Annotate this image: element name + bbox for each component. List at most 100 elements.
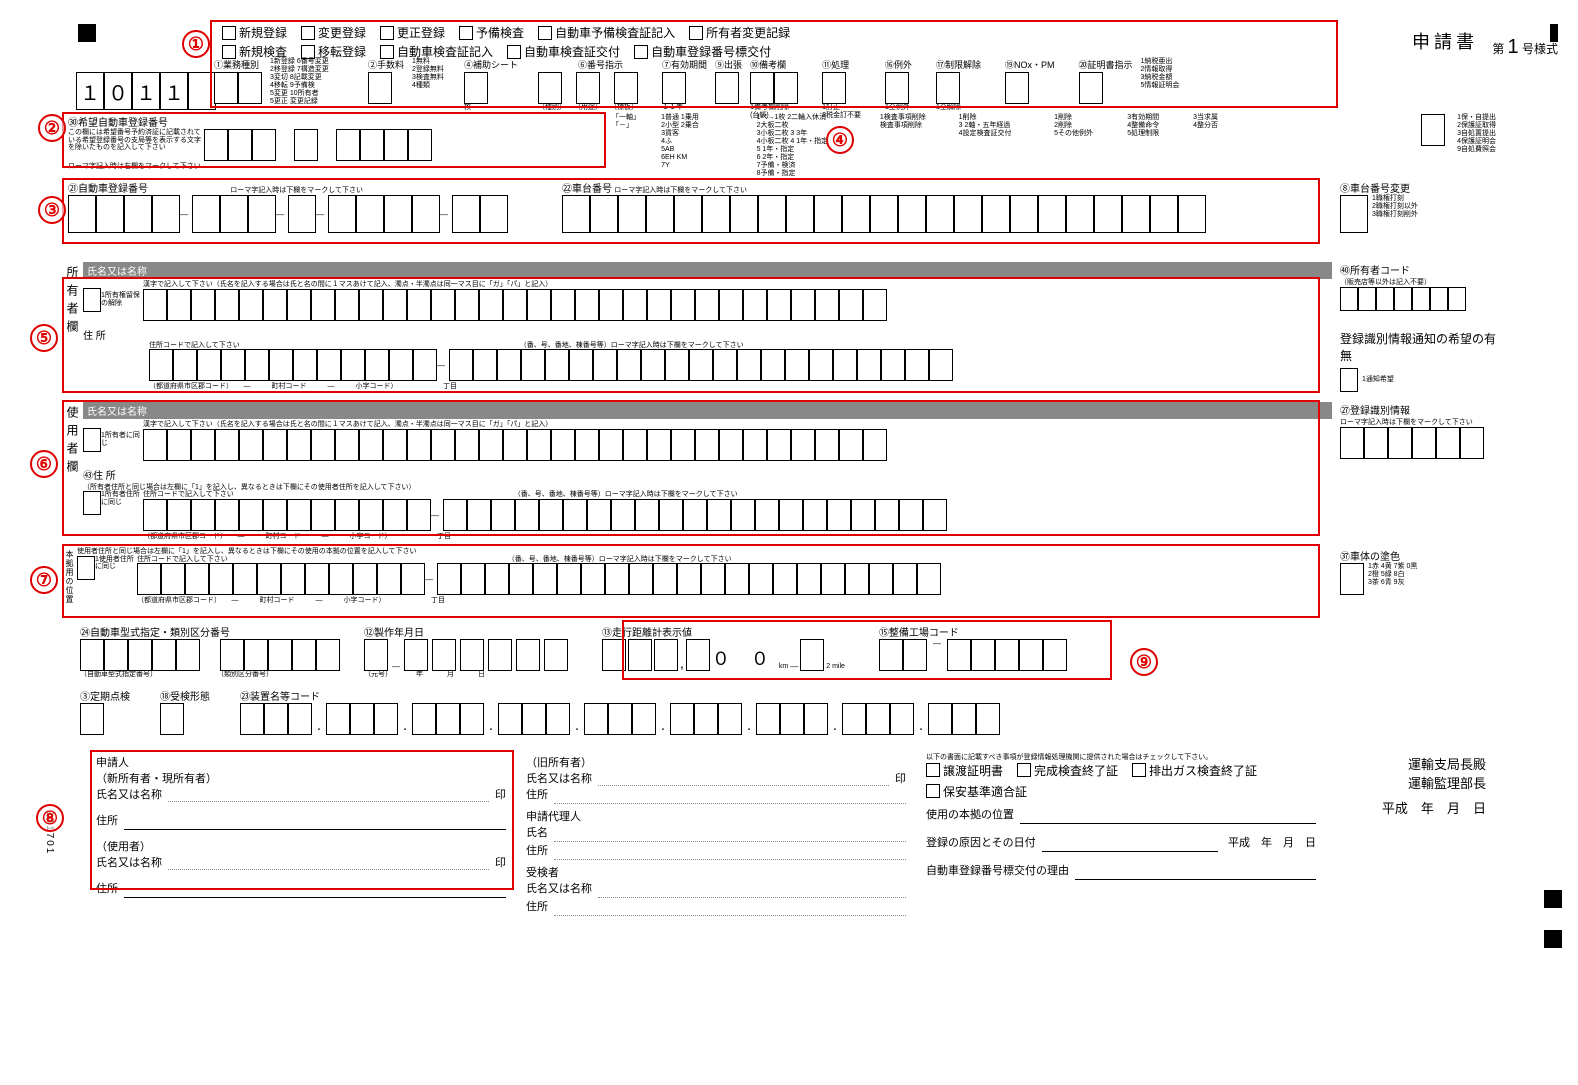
input-box[interactable] (488, 639, 512, 671)
input-box[interactable] (160, 703, 184, 735)
marker-2: ② (38, 114, 66, 142)
input-box[interactable] (176, 639, 200, 671)
label-katashiki: ㉔自動車型式指定・類別区分番号 (80, 624, 340, 639)
input-box[interactable] (1388, 427, 1412, 459)
mid-notes: 「一軸」「－」 1普通 1乗用2小型 2乗合3貨客4ふ5AB6EH KM7Y 1… (612, 114, 1522, 178)
input-box[interactable] (1340, 287, 1358, 311)
input-box[interactable] (546, 703, 570, 735)
input-box[interactable] (756, 703, 780, 735)
sig-line[interactable] (598, 770, 889, 786)
input-box[interactable] (404, 639, 428, 671)
input-box[interactable] (842, 703, 866, 735)
redbox-8 (90, 750, 514, 890)
input-box[interactable] (288, 703, 312, 735)
mid-col-1: 「一軸」「－」 (612, 114, 649, 130)
input-box[interactable] (952, 703, 976, 735)
input-box[interactable] (350, 703, 374, 735)
field-color: ㊲車体の塗色 1赤 4黄 7紫 0黒2橙 5緑 8白3茶 6青 9灰 (1340, 548, 1417, 595)
input-box[interactable] (1340, 195, 1368, 233)
crop-mark-tl (78, 24, 96, 42)
input-box[interactable] (1460, 427, 1484, 459)
redbox-2 (62, 112, 606, 168)
sb-kshimei: 氏名又は名称 (526, 770, 592, 786)
sig-line[interactable] (1075, 864, 1316, 880)
input-box[interactable] (1430, 287, 1448, 311)
input-box[interactable] (374, 703, 398, 735)
input-box[interactable] (608, 703, 632, 735)
field-katashiki: ㉔自動車型式指定・類別区分番号 （自動車型式指定番号）（類別区分番号） (80, 624, 340, 679)
input-box[interactable] (544, 639, 568, 671)
sig-line[interactable] (554, 844, 906, 860)
marker-8: ⑧ (36, 804, 64, 832)
input-box[interactable] (1340, 427, 1364, 459)
sig-line[interactable] (554, 788, 906, 804)
input-box[interactable] (694, 703, 718, 735)
input-box[interactable] (80, 639, 104, 671)
checkbox[interactable]: 譲渡証明書 (926, 762, 1003, 779)
input-box[interactable] (498, 703, 522, 735)
input-box[interactable] (1436, 427, 1460, 459)
redbox-1 (210, 20, 1338, 108)
n-s2: 月 (447, 671, 454, 679)
input-box[interactable] (584, 703, 608, 735)
input-box[interactable] (264, 703, 288, 735)
input-box[interactable] (80, 703, 104, 735)
input-box[interactable] (412, 703, 436, 735)
crop-mark-br1 (1544, 890, 1562, 908)
field-owner-code: ㊵所有者コード （販売店等以外は記入不要） (1340, 262, 1466, 311)
input-box[interactable] (976, 703, 1000, 735)
input-box[interactable] (244, 639, 268, 671)
checkbox[interactable]: 完成検査終了証 (1017, 762, 1118, 779)
input-box[interactable] (1358, 287, 1376, 311)
input-box[interactable] (522, 703, 546, 735)
sig-line[interactable] (1042, 836, 1218, 852)
input-box[interactable] (1340, 368, 1358, 392)
input-box[interactable] (718, 703, 742, 735)
input-box[interactable] (104, 639, 128, 671)
input-box[interactable] (152, 639, 176, 671)
input-box[interactable] (240, 703, 264, 735)
label-souchi: ㉓装置名等コード (240, 688, 1000, 703)
notes-chassis-change: 1職権打刻2職権打刻以外3職権打刻削外 (1372, 195, 1418, 219)
checkbox[interactable]: 保安基準適合証 (926, 783, 1027, 800)
input-box[interactable] (804, 703, 828, 735)
input-box[interactable] (780, 703, 804, 735)
input-box[interactable] (432, 639, 456, 671)
sig-line[interactable] (554, 826, 906, 842)
sig-line[interactable] (598, 882, 906, 898)
note-tsuchi-opt: 1通知希望 (1362, 376, 1394, 384)
input-box[interactable] (364, 639, 388, 671)
input-box[interactable] (326, 703, 350, 735)
input-box[interactable] (866, 703, 890, 735)
docs-checkboxes: 譲渡証明書完成検査終了証排出ガス検査終了証保安基準適合証 (926, 762, 1316, 800)
input-box[interactable] (1412, 287, 1430, 311)
input-box[interactable] (316, 639, 340, 671)
field-toroku-shikibetsu: ㉗登録識別情報 ローマ字記入時は下欄をマークして下さい (1340, 402, 1484, 459)
input-box[interactable] (516, 639, 540, 671)
sb-unyu1: 運輸支局長殿 (1326, 754, 1486, 773)
input-box[interactable] (1412, 427, 1436, 459)
input-box[interactable] (670, 703, 694, 735)
input-box[interactable] (1340, 563, 1364, 595)
input-box[interactable] (1448, 287, 1466, 311)
sig-line[interactable] (1020, 808, 1316, 824)
redbox-5 (62, 277, 1320, 393)
sig-line[interactable] (554, 900, 906, 916)
input-box[interactable] (268, 639, 292, 671)
input-box[interactable] (460, 639, 484, 671)
input-box[interactable] (1421, 114, 1445, 146)
input-box[interactable] (460, 703, 484, 735)
input-box[interactable] (890, 703, 914, 735)
checkbox[interactable]: 排出ガス検査終了証 (1132, 762, 1257, 779)
input-box[interactable] (220, 639, 244, 671)
sb-jjusho: 住所 (526, 898, 548, 914)
input-box[interactable] (128, 639, 152, 671)
input-box[interactable] (1394, 287, 1412, 311)
input-box[interactable] (1376, 287, 1394, 311)
input-box[interactable] (436, 703, 460, 735)
input-box[interactable] (1364, 427, 1388, 459)
input-box[interactable] (292, 639, 316, 671)
input-box[interactable] (928, 703, 952, 735)
input-box[interactable] (632, 703, 656, 735)
redbox-3 (62, 178, 1320, 244)
